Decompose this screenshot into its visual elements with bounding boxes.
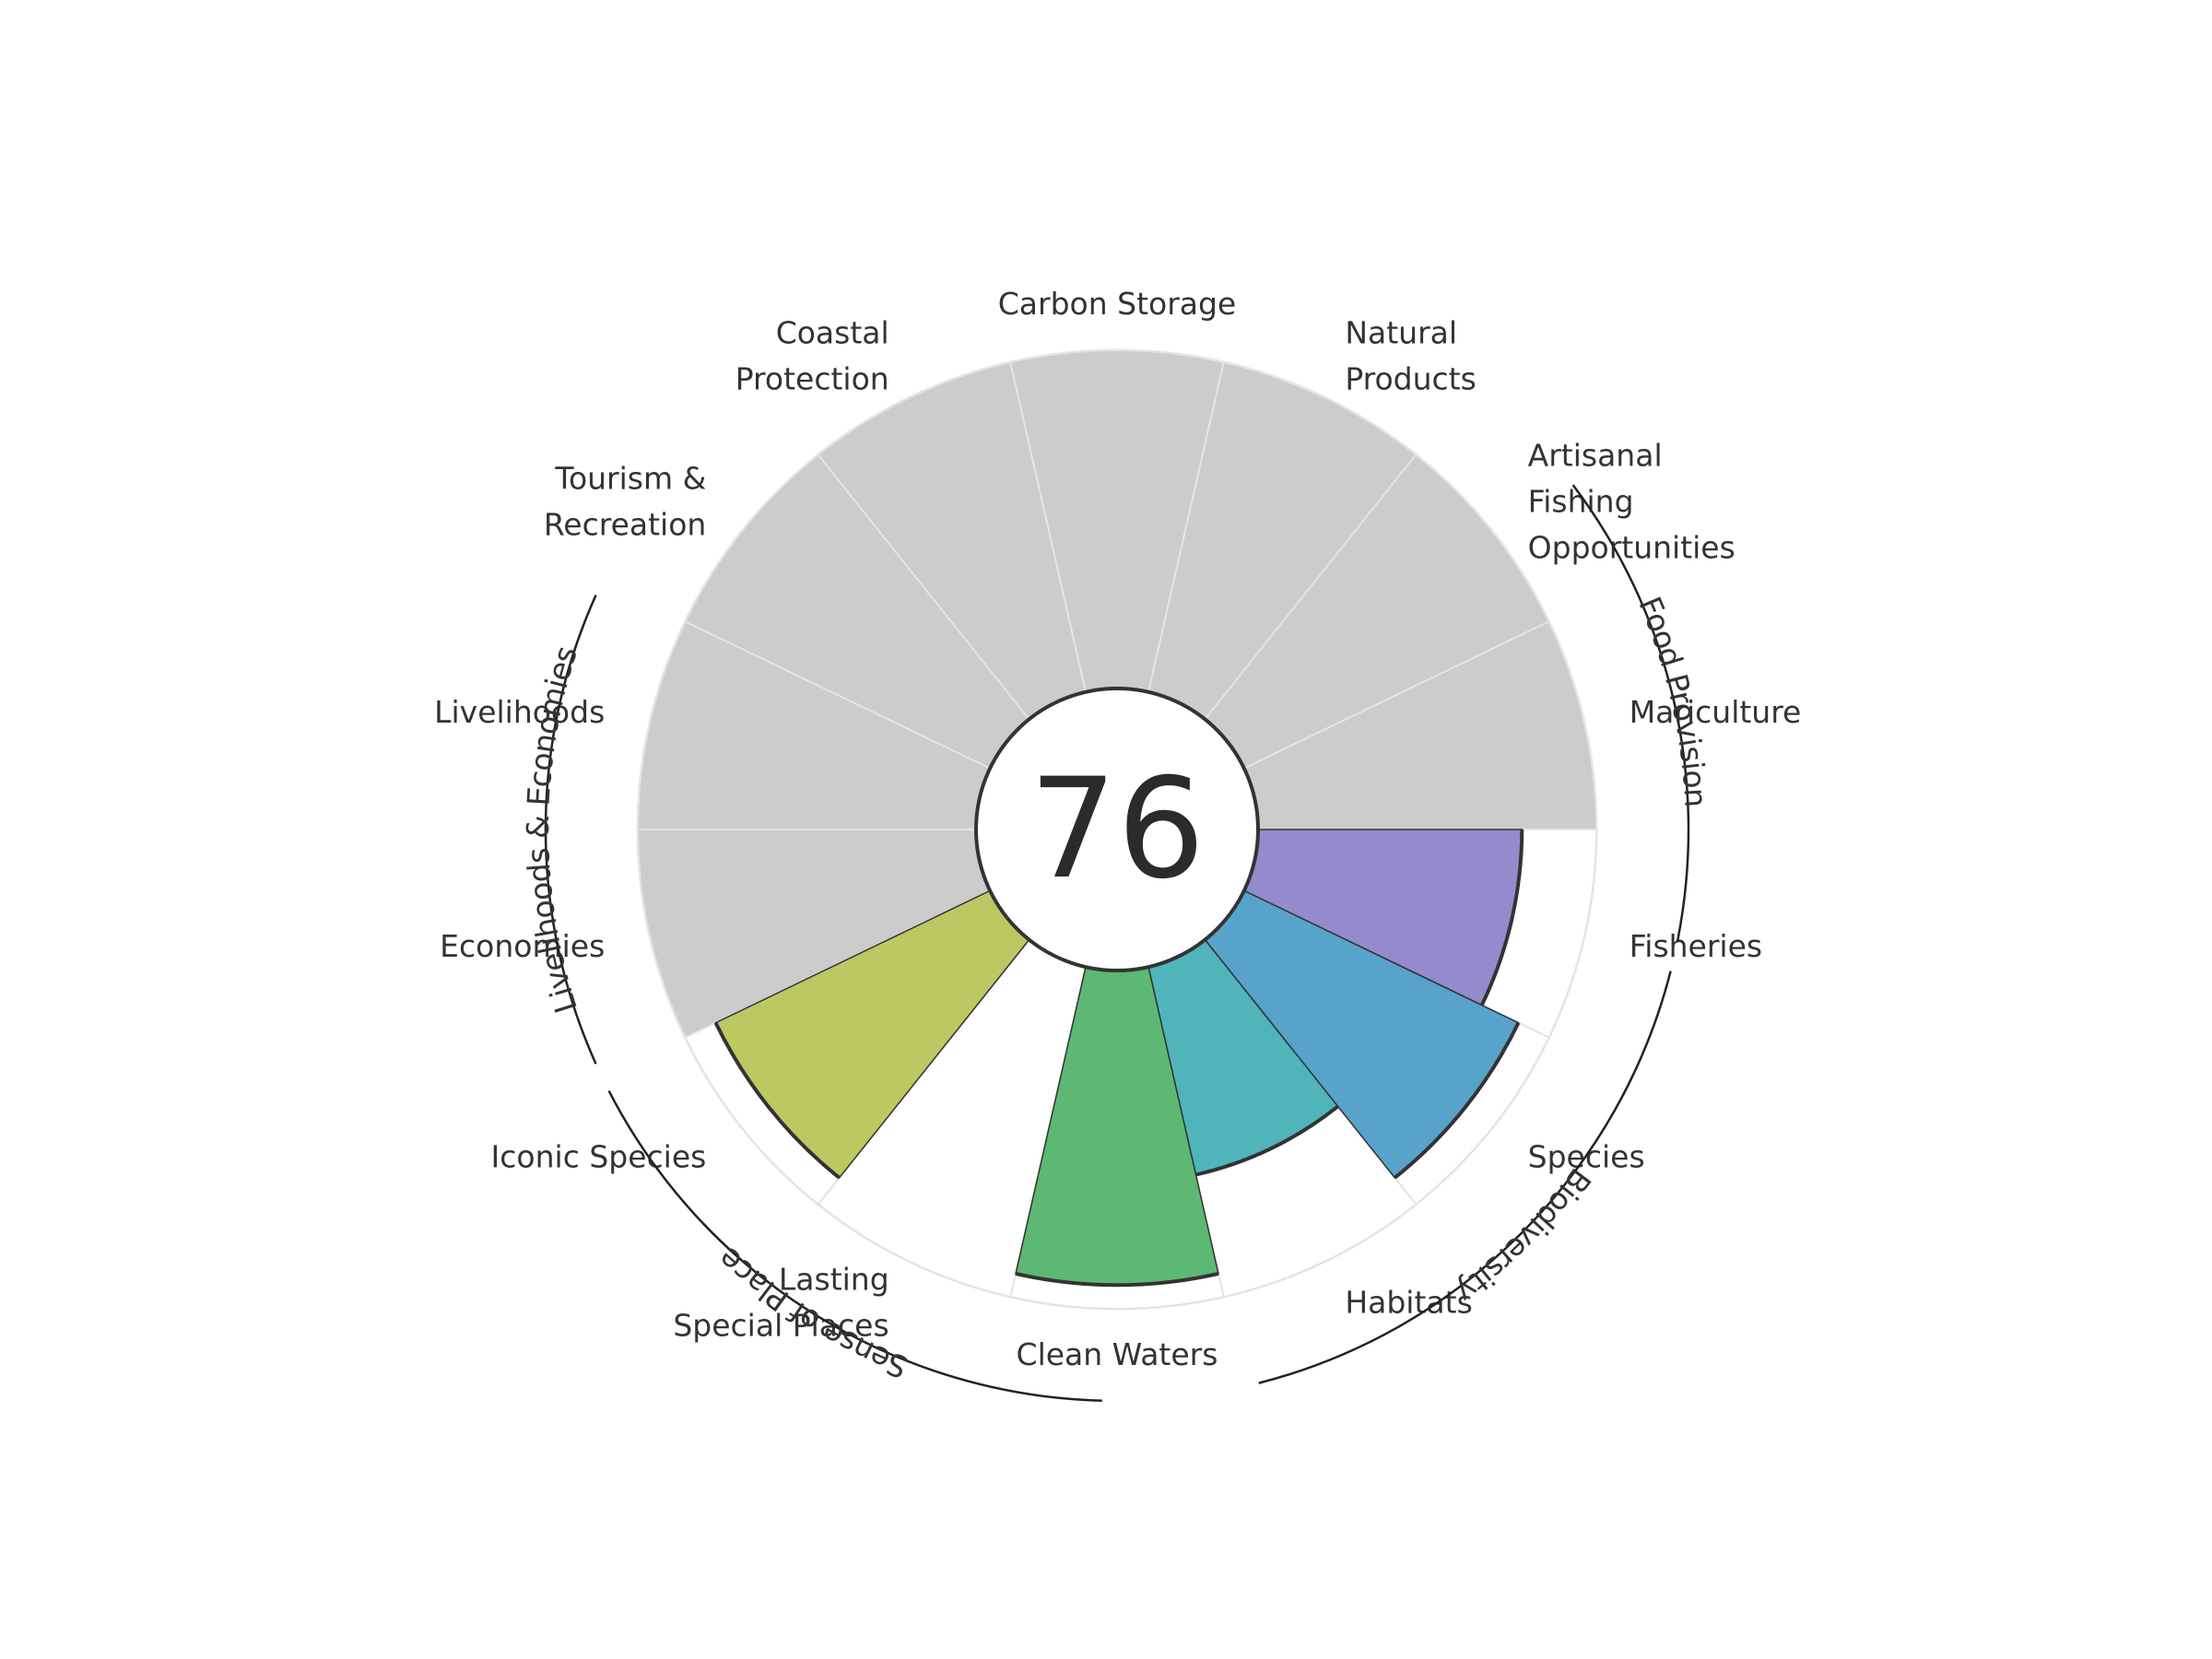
goal-label-tourism-and-recreation: Tourism & Recreation	[544, 461, 706, 543]
goal-label-clean-waters: Clean Waters	[1017, 1336, 1218, 1372]
bar-edge-clean-waters	[1015, 1271, 1219, 1288]
bar-edge-species	[1394, 1021, 1521, 1180]
group-arc-sense-of-place	[607, 1089, 1102, 1403]
group-arc-livelihoods-and-economies	[544, 594, 597, 1065]
group-arc-biodiversity	[1258, 971, 1672, 1384]
sector-background-artisanal-fishing-opportunities	[1116, 453, 1550, 830]
goal-label-livelihoods: Livelihoods	[434, 694, 605, 730]
goal-label-economies: Economies	[440, 928, 605, 964]
sector-background-tourism-and-recreation	[684, 453, 1118, 830]
goal-label-fisheries: Fisheries	[1630, 928, 1762, 964]
bar-edge-iconic-species	[713, 1021, 841, 1180]
goal-label-natural-products: Natural Products	[1345, 314, 1477, 396]
sector-layer	[713, 829, 1524, 1288]
goal-label-carbon-storage: Carbon Storage	[998, 286, 1237, 322]
goal-label-coastal-protection: Coastal Protection	[735, 314, 889, 396]
center-score: 76	[1030, 749, 1206, 910]
sector-background-carbon-storage	[1009, 349, 1225, 830]
goal-label-artisanal-fishing-opportunities: Artisanal Fishing Opportunities	[1528, 438, 1735, 566]
center-circle	[974, 687, 1260, 972]
goal-label-lasting-special-places: Lasting Special Places	[673, 1262, 888, 1344]
goal-label-habitats: Habitats	[1345, 1285, 1472, 1321]
group-arc-food-provision	[1571, 484, 1690, 943]
group-label-biodiversity: Biodiversity	[1449, 1161, 1598, 1311]
goal-label-mariculture: Mariculture	[1630, 694, 1802, 730]
bar-edge-habitats	[1195, 1104, 1339, 1177]
bar-edge-fisheries	[1479, 829, 1524, 1006]
goal-label-iconic-species: Iconic Species	[491, 1138, 707, 1174]
